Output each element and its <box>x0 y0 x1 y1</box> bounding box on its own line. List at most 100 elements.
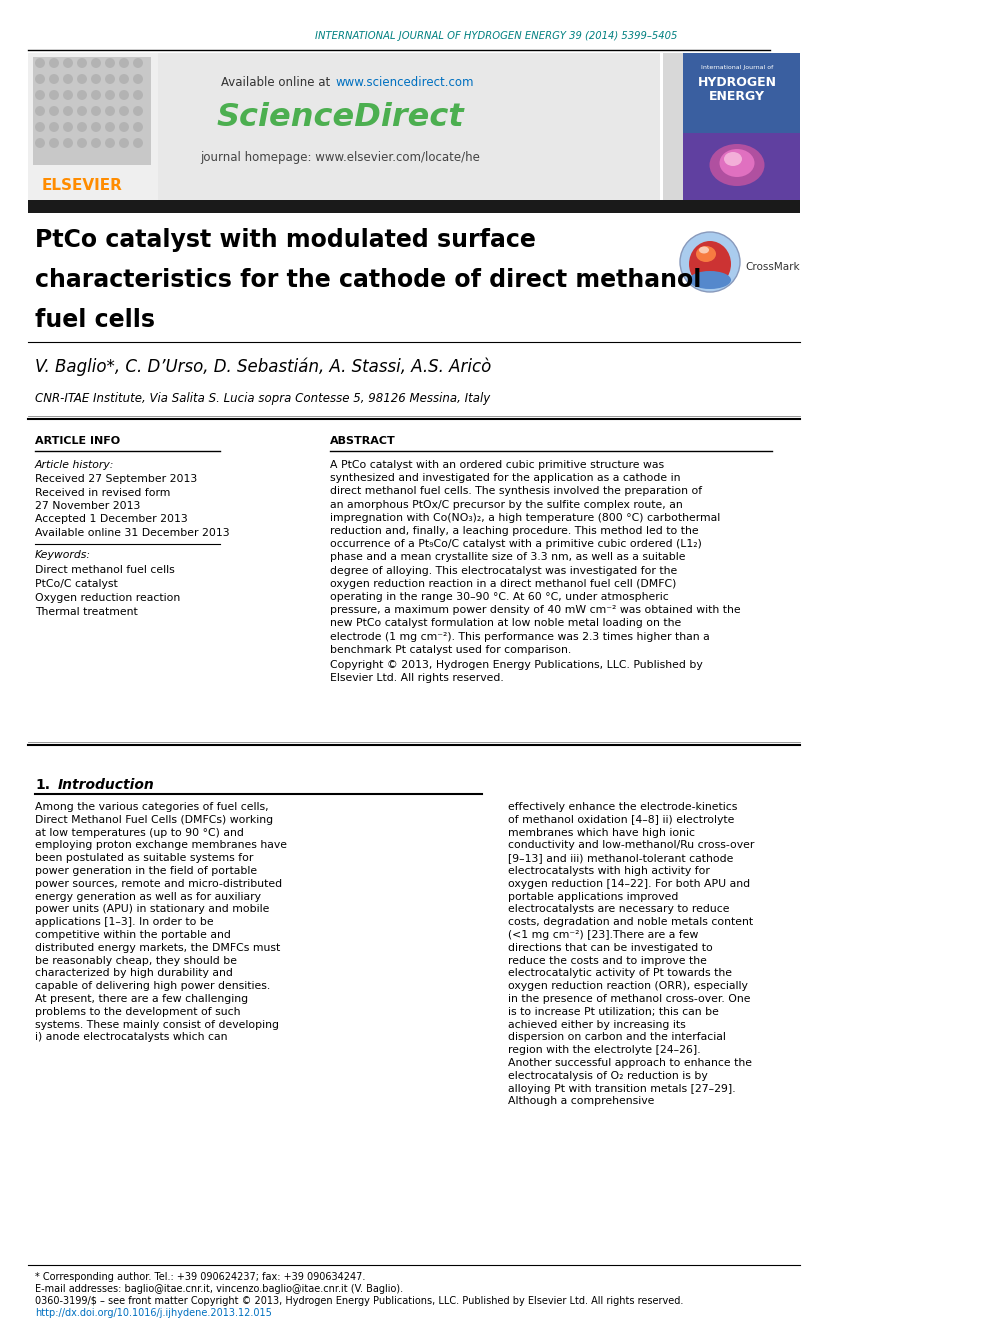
Ellipse shape <box>709 144 765 187</box>
Text: ENERGY: ENERGY <box>709 90 765 102</box>
Text: ScienceDirect: ScienceDirect <box>216 102 464 134</box>
Circle shape <box>49 138 59 148</box>
Text: power sources, remote and micro-distributed: power sources, remote and micro-distribu… <box>35 878 282 889</box>
Circle shape <box>35 106 45 116</box>
Text: 27 November 2013: 27 November 2013 <box>35 501 141 511</box>
Circle shape <box>49 58 59 67</box>
Text: effectively enhance the electrode-kinetics: effectively enhance the electrode-kineti… <box>508 802 737 812</box>
Text: Although a comprehensive: Although a comprehensive <box>508 1097 655 1106</box>
Text: membranes which have high ionic: membranes which have high ionic <box>508 828 695 837</box>
Circle shape <box>133 106 143 116</box>
Text: electrocatalysis of O₂ reduction is by: electrocatalysis of O₂ reduction is by <box>508 1070 707 1081</box>
Ellipse shape <box>699 246 709 254</box>
Text: PtCo/C catalyst: PtCo/C catalyst <box>35 579 118 589</box>
Text: E-mail addresses: baglio@itae.cnr.it, vincenzo.baglio@itae.cnr.it (V. Baglio).: E-mail addresses: baglio@itae.cnr.it, vi… <box>35 1285 403 1294</box>
Circle shape <box>63 74 73 83</box>
Circle shape <box>77 122 87 132</box>
Circle shape <box>91 58 101 67</box>
Text: CNR-ITAE Institute, Via Salita S. Lucia sopra Contesse 5, 98126 Messina, Italy: CNR-ITAE Institute, Via Salita S. Lucia … <box>35 392 490 405</box>
Text: reduction and, finally, a leaching procedure. This method led to the: reduction and, finally, a leaching proce… <box>330 527 698 536</box>
Circle shape <box>63 138 73 148</box>
Text: impregnation with Co(NO₃)₂, a high temperature (800 °C) carbothermal: impregnation with Co(NO₃)₂, a high tempe… <box>330 513 720 523</box>
Ellipse shape <box>689 271 731 288</box>
Circle shape <box>119 58 129 67</box>
Text: CrossMark: CrossMark <box>745 262 800 273</box>
Circle shape <box>77 90 87 101</box>
Bar <box>663 53 800 134</box>
Circle shape <box>105 74 115 83</box>
Text: conductivity and low-methanol/Ru cross-over: conductivity and low-methanol/Ru cross-o… <box>508 840 754 851</box>
Text: Oxygen reduction reaction: Oxygen reduction reaction <box>35 593 181 603</box>
Circle shape <box>77 106 87 116</box>
Circle shape <box>35 90 45 101</box>
Circle shape <box>35 138 45 148</box>
Circle shape <box>77 138 87 148</box>
Circle shape <box>680 232 740 292</box>
Text: Another successful approach to enhance the: Another successful approach to enhance t… <box>508 1058 752 1068</box>
Bar <box>663 53 800 201</box>
Circle shape <box>119 90 129 101</box>
Text: Received 27 September 2013: Received 27 September 2013 <box>35 474 197 484</box>
Text: 1.: 1. <box>35 778 50 792</box>
Text: * Corresponding author. Tel.: +39 090624237; fax: +39 090634247.: * Corresponding author. Tel.: +39 090624… <box>35 1271 365 1282</box>
Text: pressure, a maximum power density of 40 mW cm⁻² was obtained with the: pressure, a maximum power density of 40 … <box>330 605 741 615</box>
Circle shape <box>63 58 73 67</box>
Text: electrocatalytic activity of Pt towards the: electrocatalytic activity of Pt towards … <box>508 968 732 979</box>
Circle shape <box>133 122 143 132</box>
Text: distributed energy markets, the DMFCs must: distributed energy markets, the DMFCs mu… <box>35 943 281 953</box>
Text: directions that can be investigated to: directions that can be investigated to <box>508 943 712 953</box>
Text: characterized by high durability and: characterized by high durability and <box>35 968 233 979</box>
Text: ARTICLE INFO: ARTICLE INFO <box>35 437 120 446</box>
Bar <box>28 200 800 213</box>
Circle shape <box>133 74 143 83</box>
Text: fuel cells: fuel cells <box>35 308 155 332</box>
Circle shape <box>49 90 59 101</box>
Text: ABSTRACT: ABSTRACT <box>330 437 396 446</box>
Circle shape <box>105 106 115 116</box>
Text: Introduction: Introduction <box>58 778 155 792</box>
Text: PtCo catalyst with modulated surface: PtCo catalyst with modulated surface <box>35 228 536 251</box>
Text: problems to the development of such: problems to the development of such <box>35 1007 240 1017</box>
Text: Among the various categories of fuel cells,: Among the various categories of fuel cel… <box>35 802 269 812</box>
Circle shape <box>35 58 45 67</box>
Circle shape <box>77 58 87 67</box>
Text: Direct Methanol Fuel Cells (DMFCs) working: Direct Methanol Fuel Cells (DMFCs) worki… <box>35 815 273 824</box>
Text: Available online 31 December 2013: Available online 31 December 2013 <box>35 528 229 538</box>
Circle shape <box>105 90 115 101</box>
Circle shape <box>49 122 59 132</box>
Text: INTERNATIONAL JOURNAL OF HYDROGEN ENERGY 39 (2014) 5399–5405: INTERNATIONAL JOURNAL OF HYDROGEN ENERGY… <box>314 30 678 41</box>
Circle shape <box>35 122 45 132</box>
Circle shape <box>63 122 73 132</box>
Text: Thermal treatment: Thermal treatment <box>35 607 138 617</box>
Text: direct methanol fuel cells. The synthesis involved the preparation of: direct methanol fuel cells. The synthesi… <box>330 487 702 496</box>
Circle shape <box>91 90 101 101</box>
Text: characteristics for the cathode of direct methanol: characteristics for the cathode of direc… <box>35 269 701 292</box>
Circle shape <box>49 74 59 83</box>
Text: Copyright © 2013, Hydrogen Energy Publications, LLC. Published by: Copyright © 2013, Hydrogen Energy Public… <box>330 660 702 669</box>
Circle shape <box>91 122 101 132</box>
Text: oxygen reduction [14–22]. For both APU and: oxygen reduction [14–22]. For both APU a… <box>508 878 750 889</box>
Text: capable of delivering high power densities.: capable of delivering high power densiti… <box>35 982 270 991</box>
Text: A PtCo catalyst with an ordered cubic primitive structure was: A PtCo catalyst with an ordered cubic pr… <box>330 460 664 470</box>
Ellipse shape <box>724 152 742 165</box>
Text: region with the electrolyte [24–26].: region with the electrolyte [24–26]. <box>508 1045 700 1056</box>
Text: (<1 mg cm⁻²) [23].There are a few: (<1 mg cm⁻²) [23].There are a few <box>508 930 698 941</box>
Text: oxygen reduction reaction (ORR), especially: oxygen reduction reaction (ORR), especia… <box>508 982 748 991</box>
Text: benchmark Pt catalyst used for comparison.: benchmark Pt catalyst used for compariso… <box>330 644 571 655</box>
Text: At present, there are a few challenging: At present, there are a few challenging <box>35 994 248 1004</box>
Text: is to increase Pt utilization; this can be: is to increase Pt utilization; this can … <box>508 1007 719 1017</box>
Bar <box>28 53 660 201</box>
Circle shape <box>133 138 143 148</box>
Circle shape <box>105 58 115 67</box>
Text: synthesized and investigated for the application as a cathode in: synthesized and investigated for the app… <box>330 474 681 483</box>
Text: i) anode electrocatalysts which can: i) anode electrocatalysts which can <box>35 1032 227 1043</box>
Text: achieved either by increasing its: achieved either by increasing its <box>508 1020 685 1029</box>
Circle shape <box>49 106 59 116</box>
Text: be reasonably cheap, they should be: be reasonably cheap, they should be <box>35 955 237 966</box>
Bar <box>663 53 683 201</box>
Circle shape <box>119 106 129 116</box>
Text: Elsevier Ltd. All rights reserved.: Elsevier Ltd. All rights reserved. <box>330 673 504 683</box>
Text: power generation in the field of portable: power generation in the field of portabl… <box>35 867 257 876</box>
Text: at low temperatures (up to 90 °C) and: at low temperatures (up to 90 °C) and <box>35 828 244 837</box>
Circle shape <box>133 58 143 67</box>
